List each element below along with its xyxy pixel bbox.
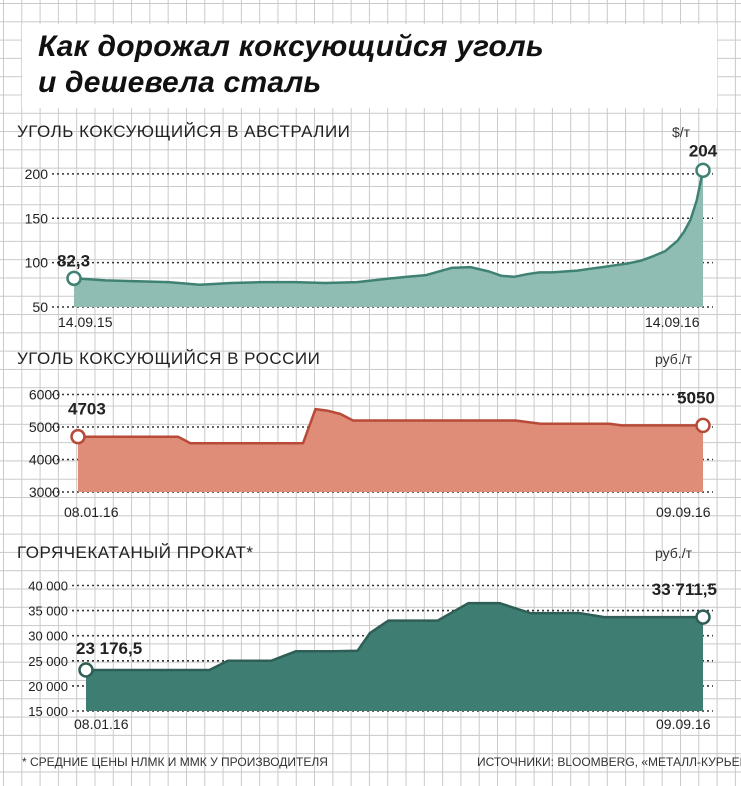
panel1-start-value: 82,3 [57, 251, 90, 270]
panel2-ytick-label: 4000 [29, 452, 60, 468]
panel1-series-line [73, 170, 705, 287]
panel1-unit: $/т [672, 124, 691, 140]
panel3-ytick-label: 35 000 [28, 604, 68, 619]
title-box: Как дорожал коксующийся уголь и дешевела… [22, 24, 717, 108]
panel1-ytick-label: 100 [25, 255, 49, 271]
panel3-area [86, 603, 703, 711]
panel3-unit: руб./т [655, 545, 693, 561]
footnote: * СРЕДНИЕ ЦЕНЫ НЛМК И ММК У ПРОИЗВОДИТЕЛ… [22, 755, 328, 769]
panel2-end-marker [695, 417, 711, 434]
panel2-start-value: 4703 [68, 400, 106, 419]
panel2-ytick-label: 3000 [29, 484, 60, 500]
panel3-series-line [86, 601, 703, 672]
chart-title-line2: и дешевела сталь [38, 66, 322, 99]
panel3-end-value: 33 711,5 [652, 580, 717, 599]
panel3-ytick-label: 40 000 [28, 579, 68, 594]
panel1-date-start: 14.09.15 [58, 314, 113, 330]
panel3-ytick-label: 25 000 [28, 654, 68, 669]
panel3-end-marker [695, 609, 711, 625]
panel1-end-value: 204 [689, 141, 718, 160]
panel1-start-marker [66, 270, 82, 287]
panel2-series-line [78, 407, 703, 445]
panel3-ytick-label: 15 000 [28, 704, 68, 719]
panel1-title: УГОЛЬ КОКСУЮЩИЙСЯ В АВСТРАЛИИ [17, 122, 350, 141]
panel3-title: ГОРЯЧЕКАТАНЫЙ ПРОКАТ* [17, 543, 254, 562]
panel3-start-marker [78, 662, 94, 678]
panel2-start-marker [70, 428, 86, 445]
panel3-ytick-label: 20 000 [28, 679, 68, 694]
panel1-ytick-label: 50 [32, 299, 48, 315]
panel2-date-start: 08.01.16 [64, 504, 119, 520]
panel2-area [78, 409, 703, 492]
panel1-ytick-label: 200 [25, 166, 49, 182]
panel2-ytick-label: 6000 [29, 387, 60, 403]
panel3-start-value: 23 176,5 [76, 639, 142, 658]
panel2-unit: руб./т [655, 351, 693, 367]
panel2-date-end: 09.09.16 [656, 504, 711, 520]
panel1-area [74, 170, 703, 307]
panel2-end-value: 5050 [677, 388, 715, 407]
panel2-title: УГОЛЬ КОКСУЮЩИЙСЯ В РОССИИ [17, 349, 320, 368]
panel3-date-end: 09.09.16 [656, 716, 711, 732]
panel1-date-end: 14.09.16 [645, 314, 700, 330]
panel1-ytick-label: 150 [25, 210, 49, 226]
panel1-end-marker [695, 162, 711, 179]
chart-title-line1: Как дорожал коксующийся уголь [38, 30, 544, 63]
sources: ИСТОЧНИКИ: BLOOMBERG, «МЕТАЛЛ-КУРЬЕР» [477, 755, 741, 769]
plots: 50 100 150 200 82,3 204 3000 4000 5000 6000 4703 50… [25, 141, 718, 719]
panel3-ytick-label: 30 000 [28, 629, 68, 644]
panel3-date-start: 08.01.16 [74, 716, 129, 732]
panel2-ytick-label: 5000 [29, 419, 60, 435]
